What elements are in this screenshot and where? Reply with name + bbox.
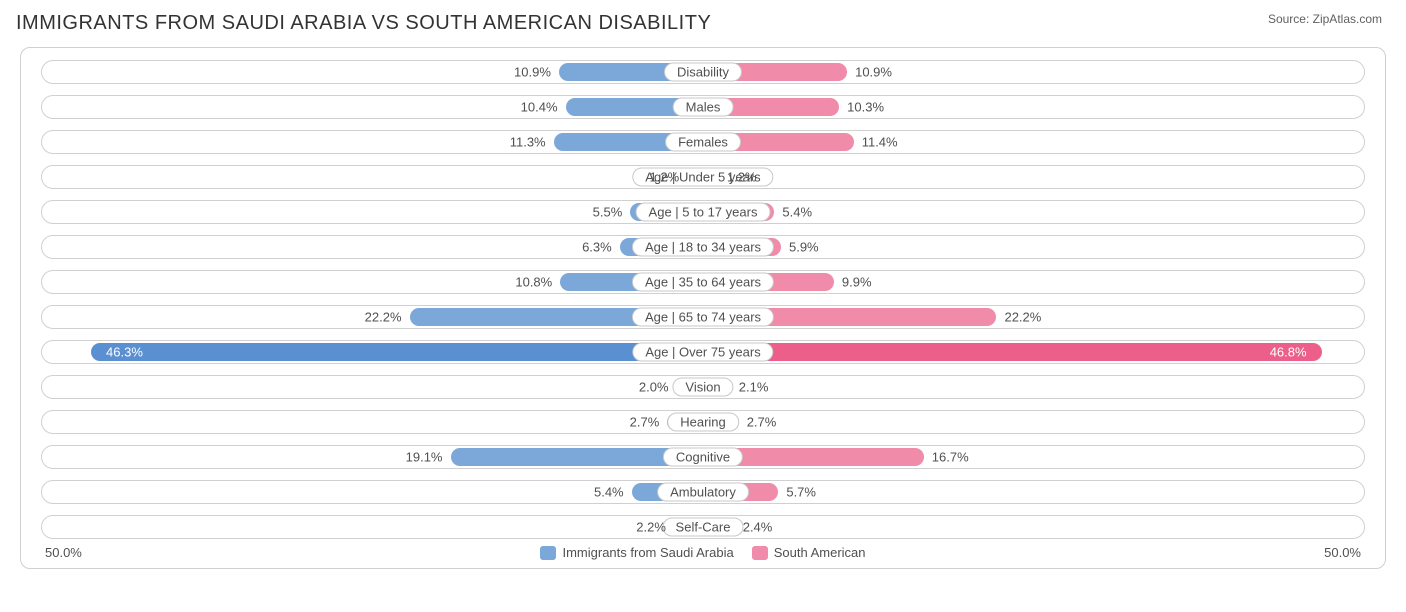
value-right: 1.2% [727,170,757,185]
chart-row: Hearing 2.7% 2.7% [41,410,1365,434]
value-right: 2.1% [739,380,769,395]
category-label: Age | 5 to 17 years [636,203,771,222]
value-right: 5.9% [789,240,819,255]
value-right: 5.7% [786,485,816,500]
value-left: 19.1% [406,450,443,465]
chart-row: Males 10.4% 10.3% [41,95,1365,119]
bar-left [91,343,703,361]
value-left: 2.2% [636,520,666,535]
chart-footer: 50.0% Immigrants from Saudi Arabia South… [41,545,1365,560]
category-label: Vision [672,378,733,397]
chart-row: Age | 35 to 64 years 10.8% 9.9% [41,270,1365,294]
value-right: 11.4% [862,135,898,150]
value-left: 2.0% [639,380,669,395]
chart-row: Age | 18 to 34 years 6.3% 5.9% [41,235,1365,259]
chart-row: Disability 10.9% 10.9% [41,60,1365,84]
value-right: 5.4% [782,205,812,220]
category-label: Age | 35 to 64 years [632,273,774,292]
legend-swatch-right [752,546,768,560]
value-left: 5.4% [594,485,624,500]
value-right: 22.2% [1004,310,1041,325]
diverging-bar-chart: Disability 10.9% 10.9% Males 10.4% 10.3% Femal… [20,47,1386,569]
legend-item-left: Immigrants from Saudi Arabia [540,545,733,560]
chart-row: Age | Under 5 years1.2%1.2% [41,165,1365,189]
axis-right-max: 50.0% [1324,545,1361,560]
category-label: Males [673,98,734,117]
value-left: 6.3% [582,240,612,255]
value-right: 10.9% [855,65,892,80]
value-left: 10.9% [514,65,551,80]
legend: Immigrants from Saudi Arabia South Ameri… [540,545,865,560]
category-label: Hearing [667,413,739,432]
value-left: 1.2% [650,170,680,185]
category-label: Females [665,133,741,152]
source-attribution: Source: ZipAtlas.com [1268,12,1382,26]
value-left: 5.5% [593,205,623,220]
value-right: 9.9% [842,275,872,290]
category-label: Age | 65 to 74 years [632,308,774,327]
chart-row: Age | Over 75 years 46.3% 46.8% [41,340,1365,364]
legend-label-left: Immigrants from Saudi Arabia [562,545,733,560]
category-label: Disability [664,63,742,82]
legend-label-right: South American [774,545,866,560]
chart-row: Age | 65 to 74 years 22.2% 22.2% [41,305,1365,329]
value-right: 10.3% [847,100,884,115]
value-right: 46.8% [1270,345,1307,360]
value-left: 22.2% [365,310,402,325]
value-right: 16.7% [932,450,969,465]
chart-row: Age | 5 to 17 years 5.5% 5.4% [41,200,1365,224]
chart-row: Females 11.3% 11.4% [41,130,1365,154]
chart-row: Ambulatory 5.4% 5.7% [41,480,1365,504]
chart-row: Cognitive 19.1% 16.7% [41,445,1365,469]
value-right: 2.4% [743,520,773,535]
value-left: 10.8% [515,275,552,290]
category-label: Age | Over 75 years [632,343,773,362]
chart-rows: Disability 10.9% 10.9% Males 10.4% 10.3% Femal… [41,60,1365,539]
header: IMMIGRANTS FROM SAUDI ARABIA VS SOUTH AM… [0,0,1406,43]
category-label: Age | 18 to 34 years [632,238,774,257]
value-left: 46.3% [106,345,143,360]
value-left: 2.7% [630,415,660,430]
category-label: Cognitive [663,448,743,467]
page-title: IMMIGRANTS FROM SAUDI ARABIA VS SOUTH AM… [16,12,711,35]
legend-swatch-left [540,546,556,560]
category-label: Ambulatory [657,483,749,502]
chart-row: Self-Care2.2% 2.4% [41,515,1365,539]
category-label: Self-Care [663,518,744,537]
chart-row: Vision2.0% 2.1% [41,375,1365,399]
value-right: 2.7% [747,415,777,430]
bar-right [703,343,1322,361]
value-left: 10.4% [521,100,558,115]
axis-left-max: 50.0% [45,545,82,560]
legend-item-right: South American [752,545,866,560]
value-left: 11.3% [510,135,546,150]
